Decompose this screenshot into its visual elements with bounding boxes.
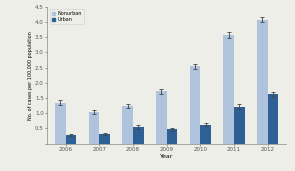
Bar (133, 127, 144, 144)
Bar (167, 129, 178, 144)
Bar (122, 106, 133, 144)
Bar (223, 35, 234, 144)
Bar (99, 134, 110, 144)
Bar (234, 107, 245, 144)
Bar (268, 94, 278, 144)
Bar (66, 135, 76, 144)
Bar (200, 125, 211, 144)
Y-axis label: No. of cases per 100,000 population: No. of cases per 100,000 population (28, 31, 33, 120)
X-axis label: Year: Year (160, 154, 173, 159)
Bar (257, 20, 268, 144)
Legend: Nonurban, Urban: Nonurban, Urban (50, 9, 84, 24)
Bar (55, 103, 66, 144)
Bar (190, 66, 200, 144)
Bar (88, 112, 99, 144)
Bar (156, 91, 167, 144)
